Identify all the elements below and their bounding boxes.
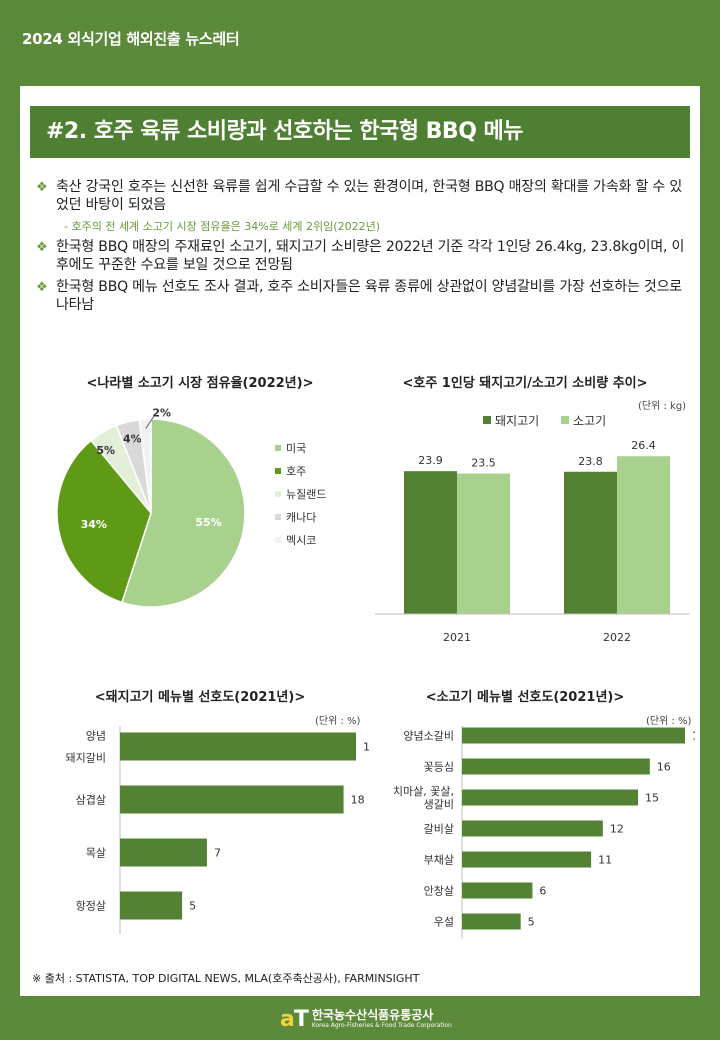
legend-label: 소고기 [573, 414, 606, 428]
bullet-text: 한국형 BBQ 메뉴 선호도 조사 결과, 호주 소비자들은 육류 종류에 상관… [56, 279, 682, 313]
footer-logo: aT 한국농수산식품유통공사 Korea Agro-Fisheries & Fo… [280, 1006, 452, 1032]
diamond-bullet-icon: ❖ [36, 240, 48, 255]
legend-swatch [561, 416, 569, 424]
legend-label: 미국 [286, 442, 306, 455]
hbar-bar [462, 851, 592, 868]
bullet-text: 한국형 BBQ 매장의 주재료인 소고기, 돼지고기 소비량은 2022년 기준… [56, 239, 685, 273]
hbar-bar [120, 785, 344, 814]
legend-label: 멕시코 [286, 534, 316, 547]
pie-slice [121, 418, 246, 608]
pie-chart-title: <나라별 소고기 시장 점유율(2022년)> [86, 376, 314, 391]
source-note: ※ 출처 : STATISTA, TOP DIGITAL NEWS, MLA(호… [32, 972, 420, 985]
legend-label: 뉴질랜드 [286, 488, 326, 501]
bullet-subnote: - 호주의 전 세계 소고기 시장 점유율은 34%로 세계 2위임(2022년… [64, 220, 380, 233]
category-label: 삼겹살 [76, 794, 106, 807]
org-name-en: Korea Agro-Fisheries & Food Trade Corpor… [311, 1021, 452, 1029]
beef-chart: 19 양념소갈비 16 꽃등심 15 치마살, 꽃살,생갈비 12 갈비살 11 부채살 6 안창살 5… [393, 726, 695, 939]
bar-value-label: 6 [539, 885, 546, 898]
hbar-bar [462, 820, 603, 837]
category-label: 돼지갈비 [66, 751, 106, 765]
pie-data-label: 4% [123, 432, 142, 445]
org-name-kr: 한국농수산식품유통공사 [311, 1007, 434, 1022]
bar-value-label: 5 [528, 916, 535, 929]
legend-swatch [275, 468, 281, 474]
header-title: 2024 외식기업 해외진출 뉴스레터 [22, 30, 240, 48]
bar-value-label: 12 [610, 823, 624, 836]
bar-value-label: 15 [645, 792, 659, 805]
bullet-list: ❖ 축산 강국인 호주는 신선한 육류를 쉽게 수급할 수 있는 환경이며, 한… [34, 178, 694, 318]
category-label: 양념소갈비 [403, 729, 454, 743]
category-label: 치마살, 꽃살, [393, 785, 454, 798]
hbar-bar [120, 838, 207, 867]
column-bar [404, 471, 457, 614]
legend-label: 호주 [286, 465, 306, 478]
category-label: 꽃등심 [424, 761, 454, 774]
column-bar [617, 456, 670, 614]
bar-value-label: 23.5 [471, 457, 496, 470]
hbar-bar [462, 758, 650, 775]
category-label: 안창살 [424, 885, 454, 898]
bar-value-label: 7 [214, 847, 221, 860]
beef-unit: (단위 : %) [646, 716, 692, 727]
bullet-item: ❖ 한국형 BBQ 매장의 주재료인 소고기, 돼지고기 소비량은 2022년 … [34, 238, 694, 274]
pie-data-label: 5% [96, 444, 115, 457]
content-panel: #2. 호주 육류 소비량과 선호하는 한국형 BBQ 메뉴 ❖ 축산 강국인 … [20, 86, 700, 996]
hbar-bar [462, 727, 685, 744]
bullet-text: 축산 강국인 호주는 신선한 육류를 쉽게 수급할 수 있는 환경이며, 한국형… [56, 179, 683, 213]
bullet-item: ❖ 축산 강국인 호주는 신선한 육류를 쉽게 수급할 수 있는 환경이며, 한… [34, 178, 694, 214]
at-logo-icon: aT [280, 1006, 309, 1032]
category-label: 항정살 [76, 900, 106, 913]
category-label: 부채살 [424, 854, 454, 867]
legend-swatch [275, 491, 281, 497]
bar-value-label: 11 [598, 854, 612, 867]
bar-value-label: 5 [189, 900, 196, 913]
column-bar [457, 473, 510, 614]
pie-slice [56, 439, 152, 604]
category-label: 갈비살 [424, 822, 454, 836]
legend-swatch [275, 537, 281, 543]
category-label: 목살 [86, 847, 106, 860]
column-bar [564, 471, 617, 614]
consumption-chart: 돼지고기 소고기 23.9 23.5 2021 23.8 26.4 2022 [375, 414, 690, 644]
legend-swatch [483, 416, 491, 424]
hbar-bar [120, 732, 356, 761]
legend-swatch [275, 514, 281, 520]
legend-swatch [275, 445, 281, 451]
hbar-bar [120, 891, 183, 920]
category-label: 우설 [434, 916, 454, 929]
pork-chart-title: <돼지고기 메뉴별 선호도(2021년)> [94, 690, 306, 705]
section-banner: #2. 호주 육류 소비량과 선호하는 한국형 BBQ 메뉴 [30, 106, 690, 158]
bar-value-label: 19 [363, 741, 370, 754]
category-label: 양념 [86, 730, 106, 743]
hbar-bar [462, 913, 521, 930]
pie-data-label: 55% [195, 516, 221, 529]
legend-label: 캐나다 [286, 511, 316, 524]
bar-value-label: 19 [692, 730, 695, 743]
hbar-bar [462, 882, 533, 899]
beef-chart-title: <소고기 메뉴별 선호도(2021년)> [425, 690, 625, 705]
consumption-chart-title: <호주 1인당 돼지고기/소고기 소비량 추이> [402, 376, 648, 391]
bar-value-label: 23.9 [418, 454, 443, 467]
x-tick-label: 2021 [443, 631, 471, 644]
x-tick-label: 2022 [603, 631, 631, 644]
pie-slice [138, 418, 152, 514]
bar-value-label: 16 [657, 761, 671, 774]
bullet-item: ❖ 한국형 BBQ 메뉴 선호도 조사 결과, 호주 소비자들은 육류 종류에 … [34, 278, 694, 314]
category-label: 생갈비 [424, 797, 454, 811]
bar-value-label: 26.4 [631, 439, 656, 452]
diamond-bullet-icon: ❖ [36, 180, 48, 195]
pie-data-label: 2% [152, 407, 171, 420]
consumption-unit: (단위 : kg) [638, 401, 687, 412]
bar-value-label: 18 [351, 794, 365, 807]
legend-label: 돼지고기 [495, 414, 539, 428]
pie-data-label: 34% [81, 518, 107, 531]
hbar-bar [462, 789, 639, 806]
bar-value-label: 23.8 [578, 455, 603, 468]
pie-leader-line [145, 416, 155, 429]
pork-unit: (단위 : %) [315, 716, 361, 727]
diamond-bullet-icon: ❖ [36, 280, 48, 295]
